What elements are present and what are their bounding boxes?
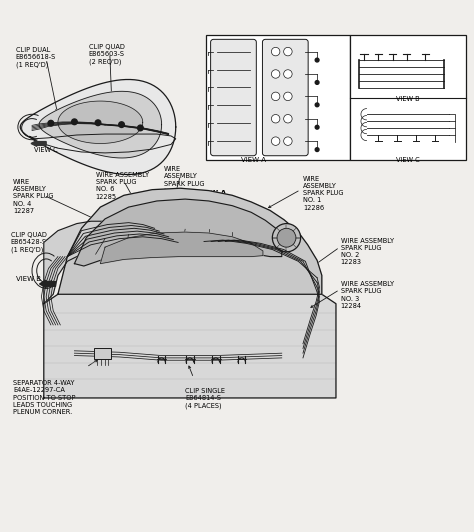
Bar [94, 347, 111, 359]
FancyArrow shape [39, 280, 55, 288]
Circle shape [118, 122, 124, 128]
FancyBboxPatch shape [210, 39, 256, 156]
Circle shape [272, 47, 280, 56]
Bar [206, 35, 350, 160]
Circle shape [283, 137, 292, 145]
Text: WIRE ASSEMBLY
SPARK PLUG
NO. 3
12284: WIRE ASSEMBLY SPARK PLUG NO. 3 12284 [341, 281, 394, 309]
Polygon shape [20, 79, 176, 174]
Text: WIRE ASSEMBLY
SPARK PLUG
NO. 6
12285: WIRE ASSEMBLY SPARK PLUG NO. 6 12285 [96, 172, 149, 200]
Circle shape [272, 114, 280, 123]
Text: VIEW C: VIEW C [35, 147, 58, 153]
Circle shape [315, 103, 319, 107]
Text: CLIP QUAD
E865603-S
(2 REQ'D): CLIP QUAD E865603-S (2 REQ'D) [89, 44, 125, 64]
Circle shape [48, 120, 54, 126]
Text: VIEW C: VIEW C [396, 157, 419, 163]
Text: VIEW A: VIEW A [197, 190, 226, 196]
Text: CLIP QUAD
E865428-S
(1 REQ'D): CLIP QUAD E865428-S (1 REQ'D) [11, 231, 47, 253]
Circle shape [283, 92, 292, 101]
Circle shape [315, 126, 319, 129]
Circle shape [272, 92, 280, 101]
Text: VIEW B: VIEW B [16, 276, 40, 282]
Text: WIRE
ASSEMBLY
SPARK PLUG
NO. 4
12287: WIRE ASSEMBLY SPARK PLUG NO. 4 12287 [13, 179, 54, 214]
Text: WIRE
ASSEMBLY
SPARK PLUG
NO. 1
12286: WIRE ASSEMBLY SPARK PLUG NO. 1 12286 [303, 176, 344, 211]
Circle shape [283, 70, 292, 78]
Text: CLIP DUAL
E8656618-S
(1 REQ'D): CLIP DUAL E8656618-S (1 REQ'D) [16, 47, 56, 68]
Text: WIRE ASSEMBLY
SPARK PLUG
NO. 2
12283: WIRE ASSEMBLY SPARK PLUG NO. 2 12283 [341, 238, 394, 265]
Text: VIEW A: VIEW A [241, 157, 266, 163]
Circle shape [315, 58, 319, 62]
Polygon shape [39, 92, 162, 158]
Circle shape [283, 47, 292, 56]
Polygon shape [44, 294, 336, 398]
Polygon shape [58, 188, 322, 294]
Circle shape [283, 114, 292, 123]
Bar [350, 35, 465, 160]
Circle shape [95, 120, 101, 126]
Circle shape [72, 119, 77, 124]
Polygon shape [74, 199, 282, 266]
Text: SEPARATOR 4-WAY
E4AE-12297-CA
POSITION TO STOP
LEADS TOUCHING
PLENUM CORNER.: SEPARATOR 4-WAY E4AE-12297-CA POSITION T… [13, 380, 76, 415]
Polygon shape [58, 101, 143, 144]
Circle shape [277, 228, 296, 247]
Circle shape [137, 125, 143, 131]
FancyArrow shape [31, 140, 46, 146]
Polygon shape [44, 221, 105, 304]
FancyBboxPatch shape [263, 39, 308, 156]
Text: WIRE
ASSEMBLY
SPARK PLUG
NO. 5
12282: WIRE ASSEMBLY SPARK PLUG NO. 5 12282 [164, 166, 204, 201]
Circle shape [272, 137, 280, 145]
Polygon shape [100, 232, 263, 264]
Circle shape [272, 70, 280, 78]
Circle shape [273, 223, 301, 252]
Text: VIEW B: VIEW B [396, 96, 419, 102]
Circle shape [315, 148, 319, 152]
Text: CLIP SINGLE
E864814-S
(4 PLACES): CLIP SINGLE E864814-S (4 PLACES) [185, 388, 225, 409]
Circle shape [315, 80, 319, 85]
